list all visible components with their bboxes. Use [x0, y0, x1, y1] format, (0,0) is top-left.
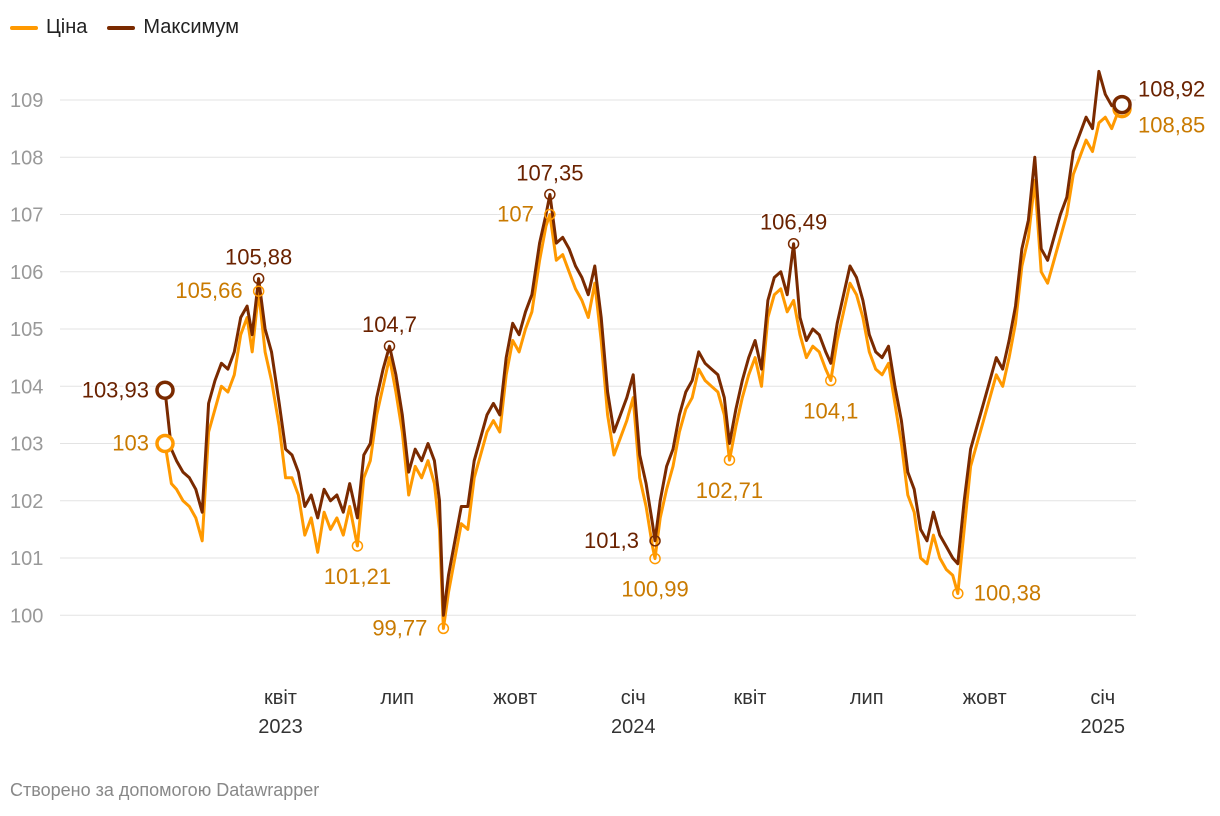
annotation-marker-max-5	[787, 237, 800, 250]
annotation-marker-max-3	[544, 188, 556, 201]
legend-swatch-max	[107, 25, 136, 30]
endpoint-marker-max-6	[1112, 94, 1132, 115]
y-tick-label-102: 102	[10, 491, 43, 513]
legend-item-price[interactable]: Ціна	[10, 16, 87, 39]
annotation-label-price-7: 104,1	[803, 399, 858, 424]
annotation-label-price-4: 107	[497, 202, 534, 227]
credit-text: Створено за допомогою Datawrapper	[10, 780, 320, 800]
annotation-label-price-1: 105,66	[175, 278, 242, 303]
annotation-marker-max-2	[383, 340, 396, 352]
x-tick-label-3: січ	[621, 687, 646, 709]
annotation-label-price-0: 103	[112, 431, 149, 456]
x-tick-label-6: жовт	[963, 687, 1007, 709]
annotation-marker-price-8	[952, 587, 964, 600]
annotation-label-max-6: 108,92	[1138, 77, 1205, 102]
y-tick-label-105: 105	[10, 319, 43, 341]
annotation-label-max-5: 106,49	[760, 210, 827, 235]
x-tick-year-3: 2024	[611, 716, 656, 738]
x-tick-year-7: 2025	[1081, 716, 1126, 738]
y-tick-label-103: 103	[10, 434, 43, 456]
annotation-label-price-5: 100,99	[621, 577, 688, 602]
annotation-marker-price-3	[437, 622, 450, 635]
chart-legend: Ціна Максимум	[10, 16, 239, 39]
annotation-label-max-1: 105,88	[225, 245, 292, 270]
y-tick-label-104: 104	[10, 376, 43, 398]
x-tick-label-5: лип	[850, 687, 884, 709]
annotation-marker-price-2	[351, 540, 364, 552]
annotation-marker-max-4	[649, 535, 661, 547]
endpoint-marker-max-0	[155, 380, 175, 401]
y-tick-label-108: 108	[10, 147, 43, 169]
y-tick-label-107: 107	[10, 205, 43, 227]
series-line-price	[163, 107, 1123, 630]
annotation-label-max-4: 101,3	[584, 528, 639, 553]
x-tick-label-1: лип	[380, 687, 414, 709]
annotation-label-price-3: 99,77	[372, 615, 427, 640]
annotation-label-max-3: 107,35	[516, 160, 583, 185]
y-tick-label-106: 106	[10, 262, 43, 284]
annotation-label-price-9: 108,85	[1138, 113, 1205, 138]
annotation-marker-price-7	[825, 374, 837, 387]
annotation-label-max-2: 104,7	[362, 312, 417, 337]
line-chart: 100 101 102 103 104 105 106 107 108 109 квіт 2023 ли…	[10, 69, 1207, 738]
annotation-label-price-8: 100,38	[974, 580, 1041, 605]
legend-item-max[interactable]: Максимум	[107, 16, 239, 39]
x-tick-label-2: жовт	[493, 687, 537, 709]
x-tick-label-7: січ	[1090, 687, 1115, 709]
annotation-marker-max-1	[252, 272, 265, 285]
legend-label-max: Максимум	[143, 16, 240, 38]
annotation-label-price-6: 102,71	[696, 478, 763, 503]
x-tick-year-0: 2023	[258, 716, 303, 738]
y-tick-label-109: 109	[10, 90, 43, 112]
annotation-marker-price-4	[544, 208, 556, 221]
legend-swatch-price	[10, 25, 38, 30]
annotation-label-price-2: 101,21	[324, 564, 391, 589]
x-tick-label-0: квіт	[264, 687, 297, 709]
y-tick-label-100: 100	[10, 605, 43, 627]
y-tick-label-101: 101	[10, 548, 43, 570]
endpoint-marker-price-0	[155, 433, 175, 454]
x-tick-label-4: квіт	[733, 687, 766, 709]
annotation-marker-price-5	[649, 552, 661, 565]
legend-label-price: Ціна	[46, 16, 88, 38]
annotation-marker-price-1	[252, 285, 265, 297]
annotation-label-max-0: 103,93	[82, 377, 149, 402]
annotation-marker-price-6	[723, 454, 736, 466]
series-line-max	[163, 69, 1123, 617]
